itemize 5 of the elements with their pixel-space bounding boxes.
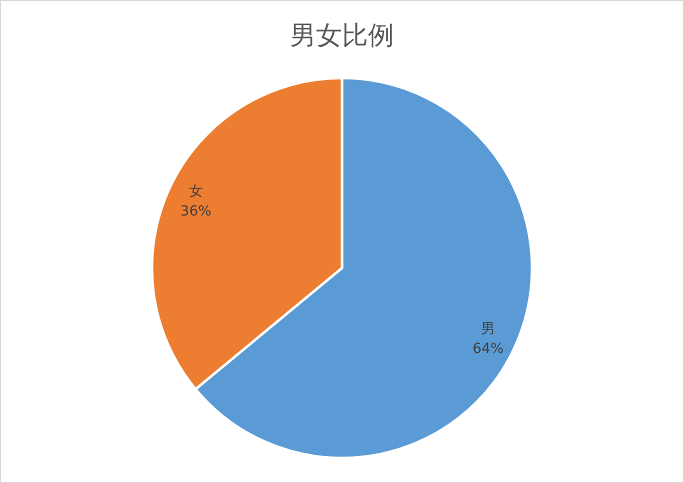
data-label: 64% [472,340,504,357]
slice-label: 女 [188,183,203,200]
slice-label: 男 [481,320,496,337]
data-label: 36% [180,203,212,220]
chart-title: 男女比例 [290,21,394,51]
